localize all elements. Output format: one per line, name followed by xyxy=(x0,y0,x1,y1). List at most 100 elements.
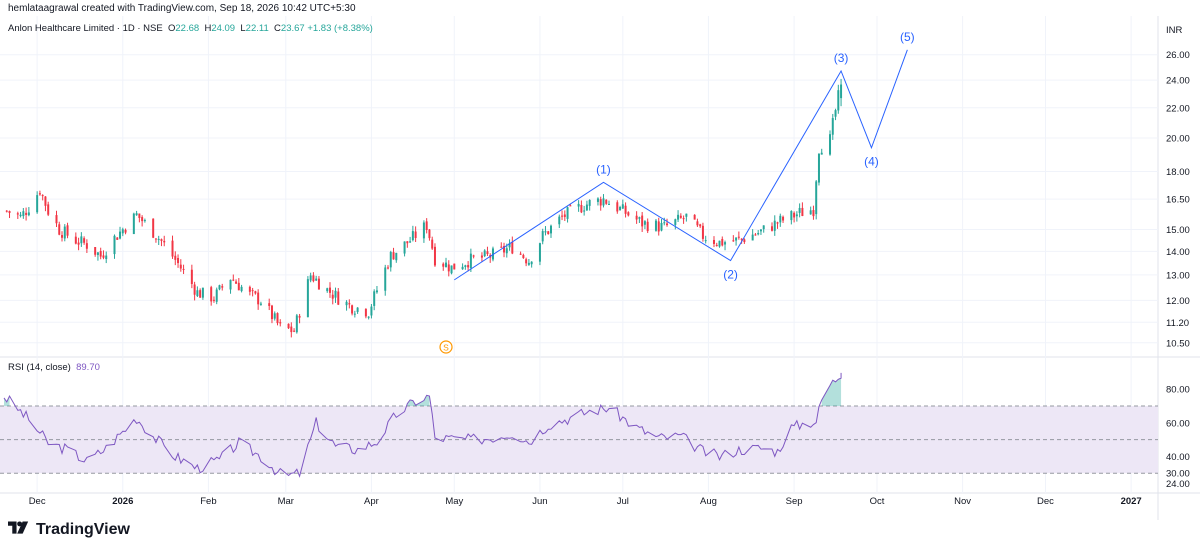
candle-body xyxy=(174,255,177,260)
candle-body xyxy=(22,211,25,217)
candle-body xyxy=(157,238,160,240)
price-tick-label: 18.00 xyxy=(1166,167,1190,178)
candle-body xyxy=(375,290,378,293)
time-tick-label: May xyxy=(445,496,463,507)
candle-body xyxy=(732,240,735,242)
candle-body xyxy=(38,193,41,195)
candle-body xyxy=(685,213,688,217)
candle-body xyxy=(113,235,116,255)
candle-body xyxy=(527,262,530,265)
candle-body xyxy=(163,240,166,243)
candle-body xyxy=(538,243,541,262)
wave-path xyxy=(454,49,908,281)
price-tick-label: 20.00 xyxy=(1166,134,1190,145)
rsi-band xyxy=(0,405,1158,474)
candle-body xyxy=(834,110,837,117)
candle-body xyxy=(179,264,182,269)
candle-body xyxy=(248,286,251,292)
candle-body xyxy=(326,288,329,292)
candle-body xyxy=(480,255,483,258)
candle-body xyxy=(820,152,823,155)
candle-body xyxy=(409,241,412,243)
wave-count-label: (3) xyxy=(834,51,849,65)
candle-body xyxy=(585,204,588,211)
candle-body xyxy=(677,214,680,220)
candle-body xyxy=(83,238,86,243)
tradingview-logo-icon xyxy=(8,521,29,534)
candle-body xyxy=(511,242,514,254)
time-tick-label: 2027 xyxy=(1121,496,1142,507)
candle-body xyxy=(621,204,624,209)
candle-body xyxy=(94,247,97,255)
candle-body xyxy=(605,199,608,204)
candle-body xyxy=(433,246,436,266)
candle-body xyxy=(815,181,818,215)
candle-body xyxy=(422,222,425,239)
candle-body xyxy=(312,275,315,282)
candle-body xyxy=(693,214,696,220)
candle-body xyxy=(561,215,564,217)
candle-body xyxy=(373,291,376,306)
candle-body xyxy=(619,206,622,211)
candle-body xyxy=(735,237,738,241)
candle-body xyxy=(547,231,550,234)
candle-body xyxy=(66,225,69,236)
candle-body xyxy=(132,213,135,235)
candle-body xyxy=(472,255,475,257)
candle-body xyxy=(701,225,704,239)
candle-body xyxy=(279,322,282,324)
candle-body xyxy=(63,226,66,239)
candle-body xyxy=(751,234,754,241)
candle-body xyxy=(563,214,566,217)
candle-body xyxy=(588,200,591,206)
candle-body xyxy=(317,278,320,290)
candle-body xyxy=(549,225,552,234)
candle-body xyxy=(328,287,331,293)
candle-body xyxy=(171,240,174,257)
candle-body xyxy=(798,207,801,213)
candle-body xyxy=(635,215,638,220)
candle-body xyxy=(41,195,44,197)
candle-body xyxy=(331,294,334,299)
candle-body xyxy=(212,299,215,301)
dividend-marker-label: S xyxy=(443,342,449,352)
candle-body xyxy=(334,290,337,298)
candle-body xyxy=(782,216,785,221)
candle-body xyxy=(287,323,290,329)
chart-area[interactable]: S (1) (2) (3) (4) (5) 26.00 24.00 22.00 20.00 18… xyxy=(0,16,1200,520)
candle-body xyxy=(290,326,293,333)
candle-body xyxy=(596,198,599,202)
candle-body xyxy=(273,313,276,319)
candle-body xyxy=(229,279,232,290)
candle-body xyxy=(541,231,544,242)
time-tick-label: Dec xyxy=(29,496,46,507)
rsi-overbought-fill xyxy=(407,395,430,406)
candle-body xyxy=(599,199,602,206)
candle-body xyxy=(268,303,271,306)
candle-body xyxy=(237,282,240,291)
candle-body xyxy=(270,305,273,320)
candle-body xyxy=(364,308,367,317)
candle-body xyxy=(218,285,221,290)
brand-name: TradingView xyxy=(36,521,130,538)
candle-body xyxy=(663,222,666,224)
candle-body xyxy=(25,212,28,215)
candle-body xyxy=(240,286,243,292)
candle-body xyxy=(660,222,663,231)
candle-body xyxy=(414,231,417,239)
candle-body xyxy=(616,202,619,212)
candle-body xyxy=(682,218,685,220)
candle-body xyxy=(135,213,138,216)
candle-body xyxy=(657,221,660,232)
time-tick-label: Oct xyxy=(870,496,885,507)
price-tick-label: 24.00 xyxy=(1166,76,1190,87)
candle-body xyxy=(199,290,202,298)
price-tick-label: 15.00 xyxy=(1166,225,1190,236)
candle-body xyxy=(431,239,434,249)
candle-body xyxy=(85,243,88,249)
rsi-range-band xyxy=(0,406,1158,474)
candle-body xyxy=(837,90,840,111)
candle-body xyxy=(119,231,122,239)
candle-body xyxy=(348,303,351,305)
candle-body xyxy=(152,218,155,238)
